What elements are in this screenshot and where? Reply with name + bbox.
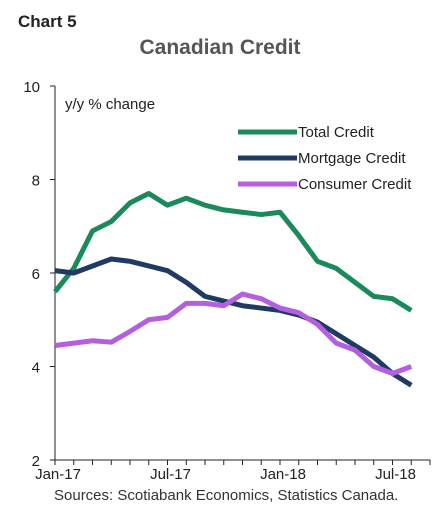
y-tick-label: 6 [32, 266, 40, 283]
series-line-total-credit [53, 191, 413, 313]
series-line-mortgage-credit [54, 256, 413, 388]
axes: 2 4 6 8 10 Jan-17 Jul-17 Jan-18 Jul-18 [23, 79, 431, 483]
y-tick-label: 4 [32, 360, 40, 377]
x-tick-label: Jan-17 [35, 466, 81, 483]
source-note: Sources: Scotiabank Economics, Statistic… [54, 487, 399, 504]
series-line-consumer-credit [54, 291, 413, 377]
legend-label: Mortgage Credit [298, 150, 406, 167]
legend: Total Credit Mortgage Credit Consumer Cred… [238, 124, 412, 193]
series-lines [53, 191, 413, 388]
y-tick-label: 8 [32, 173, 40, 190]
x-tick-label: Jul-17 [150, 466, 191, 483]
x-tick-label: Jan-18 [260, 466, 306, 483]
y-axis-label: y/y % change [65, 96, 155, 113]
chart-label: Chart 5 [18, 12, 77, 31]
y-tick-label: 2 [32, 453, 40, 470]
chart-title: Canadian Credit [139, 36, 301, 59]
x-tick-label: Jul-18 [375, 466, 416, 483]
legend-label: Total Credit [298, 124, 375, 141]
y-tick-label: 10 [23, 79, 40, 96]
legend-label: Consumer Credit [298, 176, 412, 193]
